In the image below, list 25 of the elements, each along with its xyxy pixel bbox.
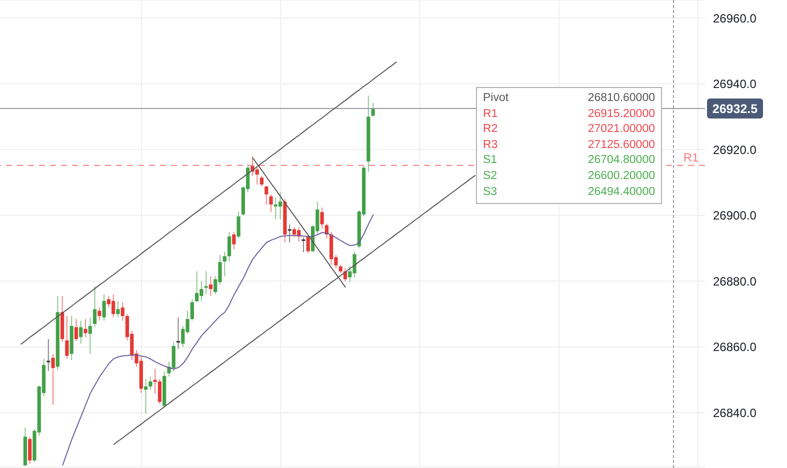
- line-series: [20, 61, 398, 345]
- annotation: 26494.40000: [588, 184, 655, 200]
- y-tick-label: 26880.0: [713, 274, 757, 288]
- annotation: R1: [483, 106, 498, 122]
- y-tick-label: 26900.0: [713, 208, 757, 223]
- annotation: Pivot: [483, 91, 509, 106]
- y-tick-label: 26920.0: [713, 142, 757, 157]
- annotation: S3: [483, 184, 498, 200]
- annotation: R2: [483, 122, 498, 138]
- annotation: R3: [483, 138, 498, 153]
- annotation: 26915.20000: [588, 106, 655, 122]
- y-tick-label: 26940.0: [713, 77, 757, 92]
- annotation: 27125.60000: [588, 138, 655, 153]
- annotation: 27021.00000: [588, 122, 655, 138]
- y-tick-label: 26960.0: [713, 11, 757, 26]
- annotation: 26810.60000: [588, 91, 655, 106]
- annotation: S2: [483, 168, 498, 184]
- annotation: 26704.80000: [588, 153, 655, 168]
- annotation: S1: [483, 153, 498, 168]
- y-tick-label: 26860.0: [713, 340, 757, 354]
- y-tick-label: 26840.0: [713, 406, 757, 420]
- line-series: [62, 214, 374, 466]
- ref-line-label: R1: [683, 150, 699, 164]
- ref-line-label: 26932.5: [712, 102, 758, 116]
- annotation: 26600.20000: [588, 168, 655, 184]
